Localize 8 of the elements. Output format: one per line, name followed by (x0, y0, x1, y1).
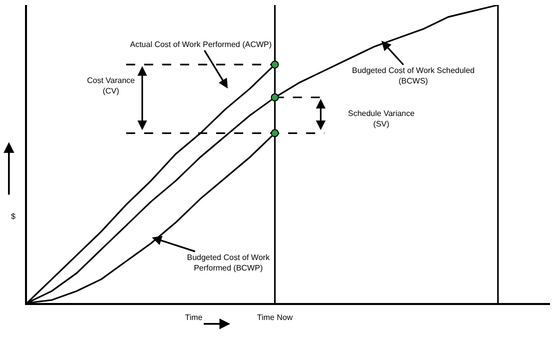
annotation: Schedule Variance (SV) (348, 109, 416, 128)
annotation: Budgeted Cost of Work Performed (BCWP) (187, 253, 271, 272)
annotation: Actual Cost of Work Performed (ACWP) (130, 40, 272, 49)
text: Time Now (257, 313, 293, 322)
annotation: Cost Varance (CV) (87, 76, 136, 96)
x-axis-title: Time (185, 313, 204, 322)
annotation: Budgeted Cost of Work Scheduled (BCWS) (352, 66, 475, 86)
y-axis-title: $ (11, 212, 16, 221)
